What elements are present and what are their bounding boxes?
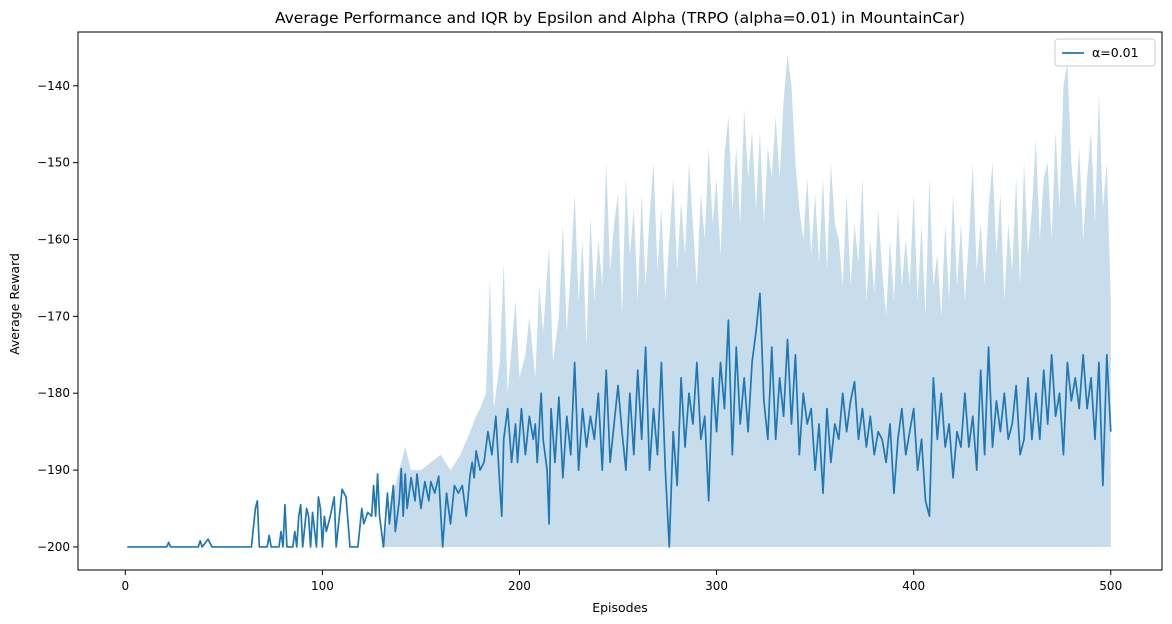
chart-title: Average Performance and IQR by Epsilon a… — [275, 9, 965, 27]
x-tick-label: 500 — [1099, 579, 1122, 593]
y-axis-label: Average Reward — [7, 253, 22, 355]
x-tick-label: 300 — [705, 579, 728, 593]
x-axis-label: Episodes — [592, 600, 648, 615]
y-tick-label: −200 — [37, 540, 70, 554]
y-tick-label: −160 — [37, 233, 70, 247]
legend: α=0.01 — [1054, 38, 1156, 67]
y-tick-label: −180 — [37, 386, 70, 400]
plot-area — [127, 55, 1112, 548]
legend-frame — [1054, 38, 1156, 67]
iqr-band — [127, 55, 1111, 547]
y-tick-label: −140 — [37, 79, 70, 93]
legend-label: α=0.01 — [1092, 45, 1139, 60]
x-tick-label: 200 — [508, 579, 531, 593]
axes: 0 100 200 300 400 500 −200 −190 −180 −170 −160 −150… — [37, 31, 1163, 593]
y-tick-label: −170 — [37, 309, 70, 323]
series-line — [127, 292, 1112, 548]
axes-frame — [77, 31, 1163, 571]
y-tick-label: −150 — [37, 156, 70, 170]
y-tick-label: −190 — [37, 463, 70, 477]
x-tick-label: 400 — [902, 579, 925, 593]
x-tick-label: 0 — [121, 579, 129, 593]
x-tick-label: 100 — [311, 579, 334, 593]
